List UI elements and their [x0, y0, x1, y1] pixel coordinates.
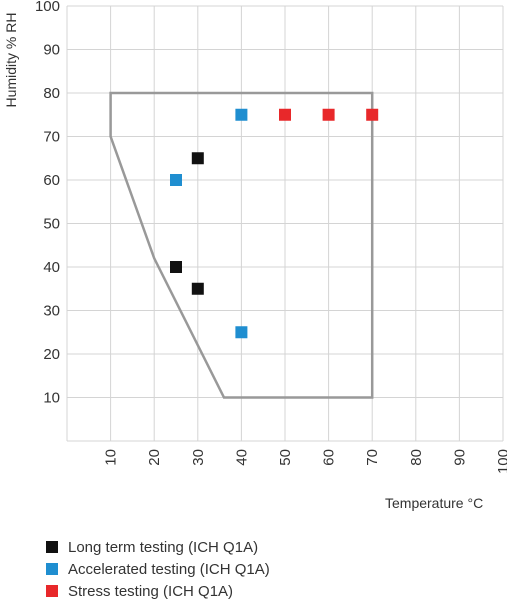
- y-axis-title: Humidity % RH: [3, 13, 19, 108]
- legend-swatch-long-term: [46, 541, 58, 553]
- legend-swatch-accelerated: [46, 563, 58, 575]
- x-tick-label-40: 40: [233, 449, 250, 466]
- y-tick-label-30: 30: [43, 303, 60, 320]
- point-stress-1: [279, 108, 291, 121]
- ticks-layer: 10 20 30 40 50 60 70 80 90 100 10 20 30 40 50 60 70 80 90 1…: [35, 0, 507, 474]
- legend-item-long-term: Long term testing (ICH Q1A): [46, 536, 270, 558]
- x-tick-label-80: 80: [408, 449, 425, 466]
- y-tick-label-60: 60: [43, 172, 60, 189]
- y-tick-label-40: 40: [43, 259, 60, 276]
- y-tick-label-50: 50: [43, 216, 60, 233]
- y-tick-label-90: 90: [43, 42, 60, 59]
- x-axis-title: Temperature °C: [385, 495, 483, 511]
- y-tick-label-70: 70: [43, 129, 60, 146]
- point-accelerated-3: [235, 326, 248, 339]
- y-tick-label-10: 10: [43, 390, 60, 407]
- point-long-term-3: [191, 282, 204, 295]
- legend-label-accelerated: Accelerated testing (ICH Q1A): [68, 560, 270, 578]
- points-layer: [170, 108, 379, 339]
- x-tick-label-30: 30: [190, 449, 207, 466]
- test-envelope: [109, 91, 374, 399]
- point-stress-2: [322, 108, 335, 121]
- x-tick-label-60: 60: [321, 449, 338, 466]
- point-accelerated-2: [170, 174, 182, 186]
- point-long-term-2: [170, 261, 182, 273]
- legend: Long term testing (ICH Q1A) Accelerated …: [46, 536, 270, 602]
- y-tick-label-20: 20: [43, 346, 60, 363]
- legend-label-stress: Stress testing (ICH Q1A): [68, 582, 234, 600]
- point-long-term-1: [191, 152, 204, 165]
- point-stress-3: [366, 108, 379, 121]
- grid: [66, 5, 504, 442]
- x-tick-label-10: 10: [103, 449, 120, 466]
- x-tick-label-100: 100: [495, 449, 507, 474]
- envelope-layer: [109, 91, 374, 399]
- legend-label-long-term: Long term testing (ICH Q1A): [68, 538, 259, 556]
- point-accelerated-1: [235, 108, 248, 121]
- x-tick-label-50: 50: [277, 449, 294, 466]
- legend-item-accelerated: Accelerated testing (ICH Q1A): [46, 558, 270, 580]
- x-tick-label-90: 90: [451, 449, 468, 466]
- x-tick-label-70: 70: [364, 449, 381, 466]
- x-tick-label-20: 20: [146, 449, 163, 466]
- legend-item-stress: Stress testing (ICH Q1A): [46, 580, 270, 602]
- legend-swatch-stress: [46, 585, 58, 597]
- y-tick-label-100: 100: [35, 0, 60, 15]
- y-tick-label-80: 80: [43, 85, 60, 102]
